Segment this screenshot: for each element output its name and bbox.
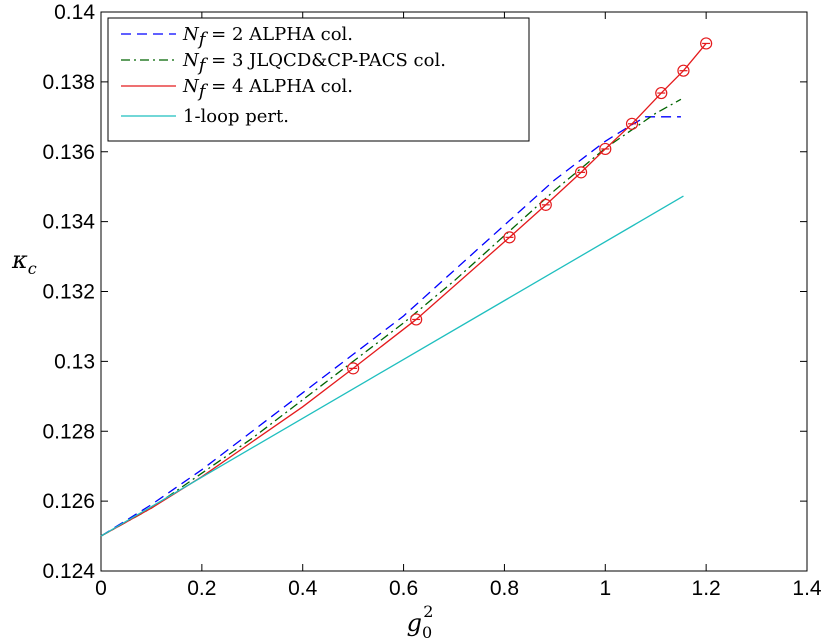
y-tick-label: 0.126 (42, 490, 95, 513)
y-tick-label: 0.132 (42, 281, 95, 304)
y-tick-label: 0.136 (42, 141, 95, 164)
x-tick-label: 1.4 (792, 577, 822, 600)
data-point-marker (599, 142, 612, 156)
data-point-marker (655, 86, 668, 100)
data-point-marker (347, 362, 360, 375)
legend-entry: 1-loop pert. (183, 106, 289, 127)
legend-entry: Nf = 4 ALPHA col. (182, 76, 353, 102)
y-tick-label: 0.14 (54, 1, 95, 24)
y-tick-label: 0.138 (42, 71, 95, 94)
legend-entry: Nf = 2 ALPHA col. (182, 24, 353, 50)
legend-box (107, 17, 530, 142)
series-layer (100, 37, 713, 537)
x-axis-label: g02 (407, 602, 434, 642)
series-line-4 (100, 195, 684, 537)
ticks-layer: 0 0.2 0.4 0.6 0.8 1 1.2 1.4 0.124 0.126 0.128 0.13 0… (42, 1, 821, 600)
series-line-2 (100, 98, 682, 537)
x-tick-label: 0.2 (187, 577, 216, 600)
y-axis-label: κc (11, 246, 37, 278)
data-point-marker (410, 313, 423, 326)
x-tick-label: 0 (95, 577, 107, 600)
x-tick-label: 1.2 (692, 577, 721, 600)
y-tick-label: 0.13 (54, 350, 95, 373)
y-tick-label: 0.128 (42, 420, 95, 443)
y-tick-label: 0.124 (42, 560, 95, 583)
legend: Nf = 2 ALPHA col.Nf = 3 JLQCD&CP-PACS co… (107, 17, 530, 142)
data-point-marker (700, 37, 713, 50)
data-point-marker (677, 64, 690, 77)
data-point-marker (625, 117, 639, 130)
x-tick-label: 1 (599, 577, 611, 600)
x-tick-label: 0.6 (389, 577, 418, 600)
labels-layer: g02 κc (11, 246, 433, 642)
y-tick-label: 0.134 (42, 211, 95, 234)
x-tick-label: 0.8 (490, 577, 519, 600)
data-point-marker (539, 198, 552, 211)
data-point-marker (503, 231, 516, 244)
x-tick-label: 0.4 (288, 577, 318, 600)
data-point-marker (574, 166, 588, 179)
legend-entry: Nf = 3 JLQCD&CP-PACS col. (182, 50, 446, 76)
